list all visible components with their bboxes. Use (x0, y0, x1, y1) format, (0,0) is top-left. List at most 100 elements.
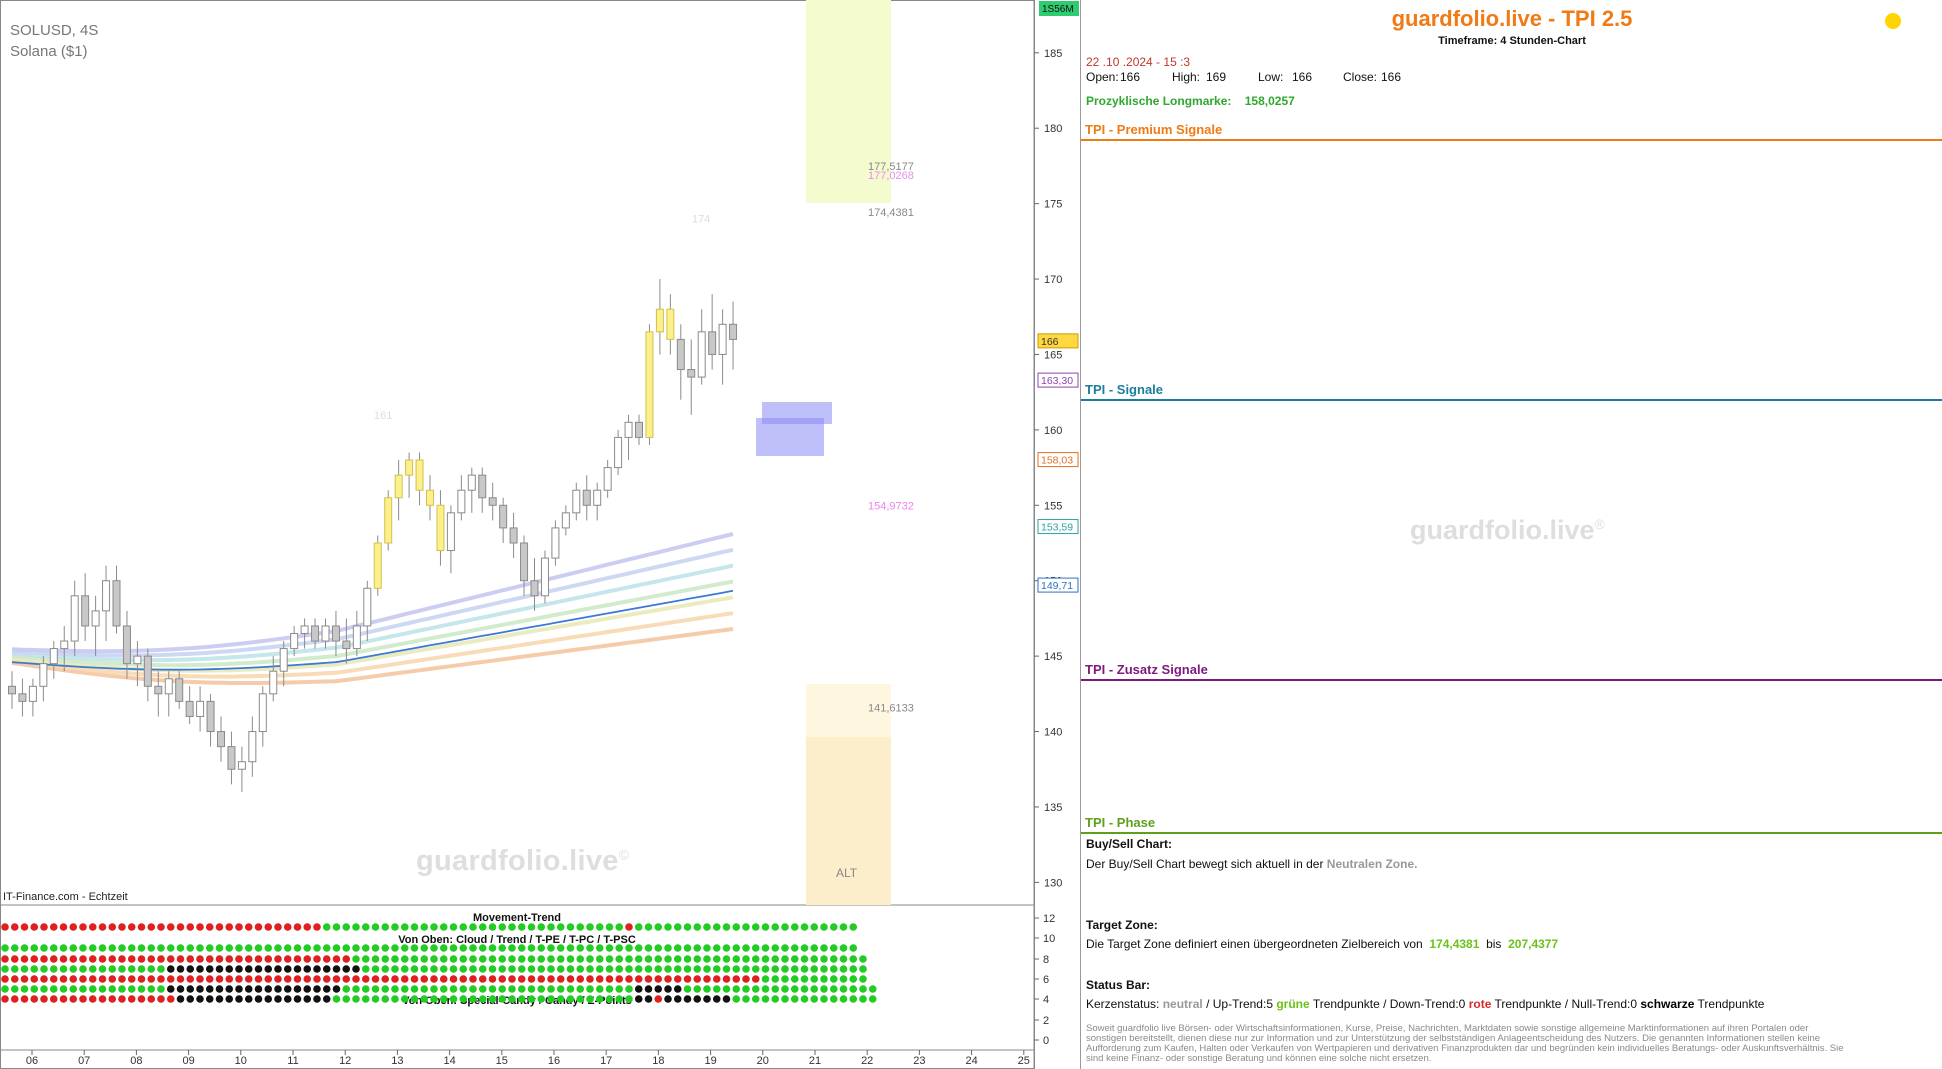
close-label: Close: (1343, 70, 1378, 84)
trend-dot (108, 944, 117, 952)
candle-body (593, 489, 602, 506)
trend-dot (742, 955, 750, 963)
x-tick-label: 13 (391, 1055, 403, 1067)
trend-dot (742, 923, 750, 931)
ma-cloud-band (11, 627, 734, 685)
price-chart[interactable]: 1301351401451501551601651701751801851661… (0, 0, 1080, 1069)
trend-dot (69, 944, 78, 952)
chart-area[interactable]: 1301351401451501551601651701751801851661… (0, 0, 1080, 1069)
chart-watermark-mark: © (618, 846, 630, 863)
trend-dot (508, 965, 516, 973)
trend-dot (703, 923, 711, 931)
trend-dot (10, 975, 19, 983)
trend-dot (332, 955, 341, 963)
trend-dot (313, 985, 321, 993)
candle-body (405, 459, 414, 476)
kerzen-label: Kerzenstatus: (1086, 997, 1160, 1011)
trend-dot (829, 995, 838, 1003)
panel-watermark: guardfolio.live® (1410, 515, 1605, 546)
trend-dot (527, 975, 536, 983)
trend-dot (352, 985, 360, 993)
trend-dot (566, 955, 575, 963)
open-value: 166 (1120, 70, 1141, 84)
trend-dot (10, 995, 19, 1003)
trend-dot (196, 995, 204, 1003)
trend-dot (293, 985, 302, 993)
trend-dot (147, 923, 156, 931)
trend-dot (166, 995, 175, 1003)
trend-dot (439, 985, 448, 993)
trend-dot (371, 975, 380, 983)
trend-dot (410, 955, 419, 963)
trend-dot (157, 923, 165, 931)
x-tick-label: 20 (757, 1055, 769, 1067)
trend-dot (410, 995, 419, 1003)
trend-dot (829, 965, 838, 973)
candle-body (478, 474, 487, 499)
trend-dot (781, 955, 789, 963)
trend-dot (439, 923, 448, 931)
trend-dot (634, 944, 643, 952)
price-tag-label: 149,71 (1041, 580, 1073, 592)
trend-dot (556, 944, 565, 952)
trend-dot (157, 965, 165, 973)
trend-dot (478, 975, 487, 983)
trend-dot (127, 975, 136, 983)
x-tick-label: 14 (443, 1055, 455, 1067)
chart-watermark: guardfolio.live© (416, 845, 629, 878)
x-tick-label: 17 (600, 1055, 612, 1067)
trend-dot (274, 985, 282, 993)
candle-body (718, 323, 727, 355)
status-dot-icon (1885, 13, 1901, 29)
trend-dot (673, 995, 682, 1003)
trend-dot (166, 965, 175, 973)
trend-dot (274, 975, 282, 983)
trend-dot (176, 985, 185, 993)
trend-dot (274, 965, 282, 973)
trend-dot (166, 985, 175, 993)
trend-dot (751, 965, 760, 973)
trend-dot (88, 923, 97, 931)
trend-dot (127, 955, 136, 963)
trend-dot (508, 923, 516, 931)
trend-dot (576, 985, 585, 993)
candle-body (457, 489, 466, 514)
trend-dot (664, 965, 672, 973)
candle-body (394, 474, 403, 499)
trend-dot (722, 955, 731, 963)
trend-dot (781, 944, 789, 952)
candle-body (697, 331, 706, 378)
trend-dot (108, 985, 117, 993)
trend-dot (361, 955, 370, 963)
trend-dot (264, 965, 273, 973)
trend-dot (556, 965, 565, 973)
trend-dot (576, 923, 585, 931)
trend-dot (49, 955, 58, 963)
indicator-y-label: 0 (1043, 1035, 1049, 1047)
trend-dot (254, 965, 263, 973)
trend-dot (1, 944, 9, 952)
trend-dot (352, 944, 360, 952)
candle-body (248, 731, 257, 763)
trend-dot (595, 944, 604, 952)
trend-dot (49, 975, 58, 983)
trend-dot (313, 944, 321, 952)
trend-dot (264, 975, 273, 983)
trend-dot (332, 995, 341, 1003)
trend-dot (566, 944, 575, 952)
indicator-y-label: 4 (1043, 994, 1049, 1006)
trend-dot (820, 923, 828, 931)
chart-annotation: 177,5177 (868, 161, 914, 173)
trend-dot (859, 955, 867, 963)
trend-dot (595, 995, 604, 1003)
trend-dot (391, 975, 399, 983)
trend-dot (400, 944, 409, 952)
trend-dot (147, 975, 156, 983)
trend-dot (761, 923, 770, 931)
trend-dot (59, 985, 68, 993)
trend-dot (547, 955, 555, 963)
trend-dot (381, 923, 390, 931)
y-tick-label: 185 (1044, 48, 1062, 60)
trend-dot (547, 995, 555, 1003)
section-signale-divider (1081, 399, 1942, 401)
